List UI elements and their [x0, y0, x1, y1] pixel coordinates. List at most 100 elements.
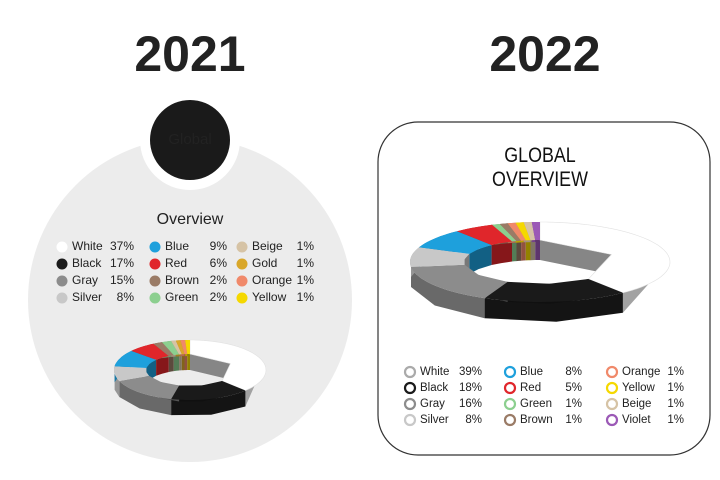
- slice-inner-side: [168, 355, 174, 372]
- badge-label: Global: [168, 131, 211, 148]
- slice: [499, 223, 522, 242]
- legend-label: White: [420, 366, 449, 378]
- legend-value: 1%: [667, 414, 684, 426]
- slice: [539, 221, 671, 294]
- legend-label: Black: [420, 382, 448, 394]
- legend-marker: [503, 397, 517, 411]
- slice: [153, 342, 174, 356]
- year-title: 2022: [489, 26, 600, 82]
- legend-value: 1%: [297, 273, 315, 287]
- slice-side: [114, 366, 120, 397]
- legend-value: 8%: [465, 414, 482, 426]
- legend-marker: [236, 275, 248, 287]
- legend-marker: [503, 413, 517, 427]
- slice: [175, 340, 185, 355]
- legend-label: Gray: [420, 398, 445, 410]
- slice-inner-side: [530, 240, 536, 261]
- legend-value: 1%: [667, 382, 684, 394]
- legend-label: Blue: [520, 366, 543, 378]
- slice-inner-side: [181, 354, 185, 371]
- legend-label: Brown: [165, 273, 199, 287]
- slice: [484, 279, 623, 302]
- slice: [507, 222, 526, 241]
- slice: [457, 224, 512, 245]
- legend-value: 1%: [667, 398, 684, 410]
- slice-inner-side: [525, 240, 531, 261]
- slice: [515, 222, 531, 241]
- legend-value: 1%: [565, 414, 582, 426]
- legend-value: 16%: [459, 398, 482, 410]
- slice-inner-side: [535, 240, 540, 260]
- slice-inner-side: [512, 241, 517, 262]
- slice-inner-side: [469, 245, 492, 274]
- legend-value: 2%: [210, 290, 228, 304]
- slice: [180, 340, 188, 355]
- slice: [131, 343, 169, 360]
- subtitle: Overview: [157, 211, 224, 228]
- legend-value: 37%: [110, 239, 134, 253]
- subtitle: GLOBAL OVERVIEW: [492, 144, 588, 191]
- slice-inner-side: [521, 240, 526, 261]
- slice: [171, 381, 246, 400]
- slice-inner-side: [173, 354, 180, 372]
- legend-value: 15%: [110, 273, 134, 287]
- legend-value: 9%: [210, 239, 228, 253]
- slice: [119, 375, 180, 400]
- legend-value: 8%: [565, 366, 582, 378]
- legend-value: 6%: [210, 256, 228, 270]
- legend-label: Green: [165, 290, 198, 304]
- slice: [162, 340, 180, 356]
- slice-side: [484, 292, 623, 322]
- legend-label: Red: [165, 256, 187, 270]
- legend-value: 2%: [210, 273, 228, 287]
- legend-label: Orange: [252, 273, 292, 287]
- legend-label: Gray: [72, 273, 98, 287]
- legend-label: Beige: [622, 398, 651, 410]
- legend-value: 8%: [117, 290, 135, 304]
- frame-circle: [28, 138, 352, 462]
- slice: [410, 247, 470, 267]
- legend-marker: [605, 381, 619, 395]
- legend-marker: [149, 292, 161, 304]
- legend-marker: [56, 258, 68, 270]
- legend-marker: [56, 292, 68, 304]
- legend-label: Yellow: [622, 382, 656, 394]
- slice: [114, 350, 157, 368]
- legend-marker: [56, 275, 68, 287]
- legend-label: Blue: [165, 239, 189, 253]
- legend-value: 5%: [565, 382, 582, 394]
- legend-marker: [236, 292, 248, 304]
- legend-label: Green: [520, 398, 552, 410]
- legend-marker: [403, 413, 417, 427]
- slice-inner-side: [516, 240, 522, 262]
- legend-marker: [605, 365, 619, 379]
- legend-marker: [605, 413, 619, 427]
- slice: [185, 340, 190, 354]
- legend-label: White: [72, 239, 103, 253]
- legend-value: 1%: [297, 239, 315, 253]
- legend-label: Red: [520, 382, 541, 394]
- slice-side: [119, 381, 172, 416]
- legend-label: Yellow: [252, 290, 287, 304]
- legend-marker: [403, 381, 417, 395]
- legend-value: 17%: [110, 256, 134, 270]
- legend-label: Silver: [420, 414, 449, 426]
- legend-value: 39%: [459, 366, 482, 378]
- slice: [492, 224, 517, 242]
- legend-marker: [236, 241, 248, 253]
- slice: [114, 366, 150, 381]
- slice-inner-side: [491, 241, 512, 265]
- legend-label: Orange: [622, 366, 660, 378]
- legend-label: Brown: [520, 414, 553, 426]
- slice-inner-side: [179, 354, 182, 371]
- badge: [150, 100, 230, 180]
- slice: [171, 340, 182, 355]
- legend-marker: [403, 365, 417, 379]
- legend-marker: [56, 241, 68, 253]
- slice-inner-side: [156, 356, 169, 376]
- slice: [419, 231, 492, 254]
- slice-side: [411, 267, 485, 319]
- slice: [523, 222, 536, 241]
- legend-value: 18%: [459, 382, 482, 394]
